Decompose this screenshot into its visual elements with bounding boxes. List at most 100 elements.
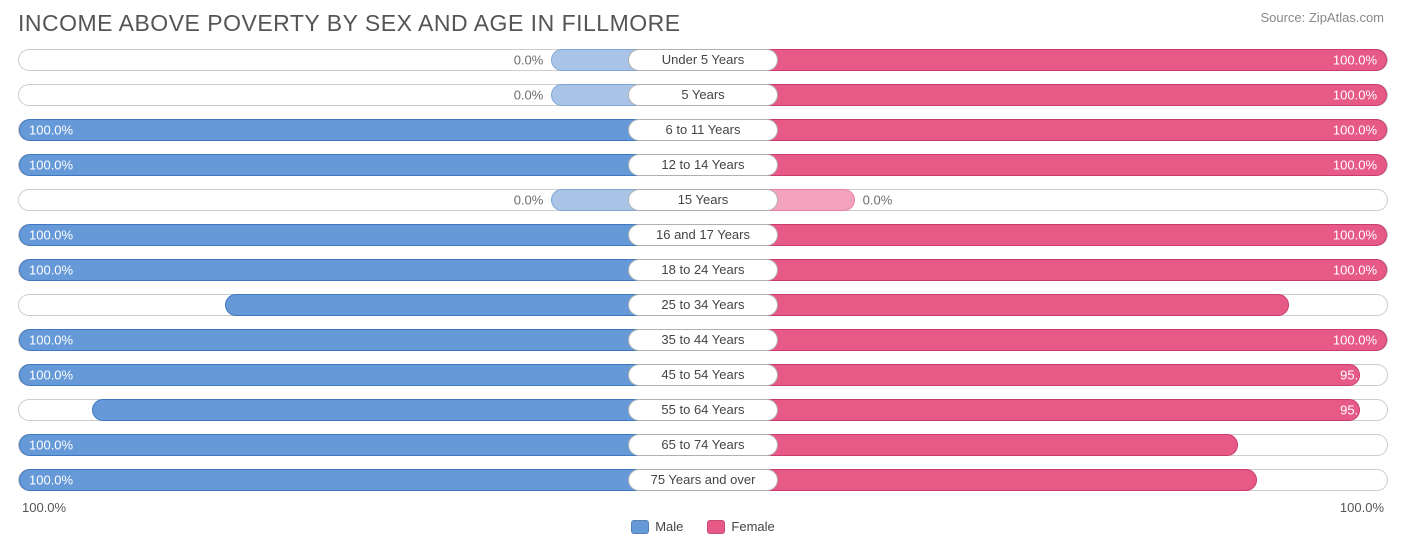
male-value: 100.0% — [29, 227, 73, 242]
female-bar — [768, 224, 1387, 246]
male-track: 66.7% — [18, 294, 638, 316]
male-bar — [225, 294, 638, 316]
age-label: 5 Years — [628, 84, 778, 106]
age-label: 25 to 34 Years — [628, 294, 778, 316]
female-value: 100.0% — [1333, 87, 1377, 102]
age-label: 18 to 24 Years — [628, 259, 778, 281]
age-label: 75 Years and over — [628, 469, 778, 491]
age-label: 6 to 11 Years — [628, 119, 778, 141]
chart-title: INCOME ABOVE POVERTY BY SEX AND AGE IN F… — [18, 10, 1388, 37]
source-text: Source: ZipAtlas.com — [1260, 10, 1384, 25]
table-row: 100.0% 12 to 14 Years 100.0% — [18, 150, 1388, 179]
axis-left-label: 100.0% — [22, 500, 66, 515]
male-track: 100.0% — [18, 154, 638, 176]
diverging-bar-chart: 0.0% Under 5 Years 100.0% 0.0% 5 Years 100.0%… — [18, 45, 1388, 494]
male-bar — [19, 259, 638, 281]
female-swatch — [707, 520, 725, 534]
age-label: 35 to 44 Years — [628, 329, 778, 351]
female-value: 100.0% — [1333, 227, 1377, 242]
table-row: 0.0% 15 Years 0.0% — [18, 185, 1388, 214]
male-bar — [19, 434, 638, 456]
female-track: 100.0% — [768, 259, 1388, 281]
female-track: 100.0% — [768, 49, 1388, 71]
female-bar — [768, 259, 1387, 281]
male-track: 100.0% — [18, 119, 638, 141]
female-track: 79.0% — [768, 469, 1388, 491]
male-value: 100.0% — [29, 262, 73, 277]
age-label: 65 to 74 Years — [628, 434, 778, 456]
female-bar — [768, 119, 1387, 141]
female-bar — [768, 84, 1387, 106]
male-bar — [19, 469, 638, 491]
female-value: 100.0% — [1333, 52, 1377, 67]
female-track: 95.7% — [768, 364, 1388, 386]
male-value: 88.2% — [29, 402, 66, 417]
age-label: 45 to 54 Years — [628, 364, 778, 386]
male-value: 100.0% — [29, 157, 73, 172]
male-bar — [19, 154, 638, 176]
male-value: 100.0% — [29, 367, 73, 382]
female-value: 100.0% — [1333, 157, 1377, 172]
male-value: 0.0% — [514, 52, 544, 67]
female-bar — [768, 294, 1289, 316]
age-label: 12 to 14 Years — [628, 154, 778, 176]
female-track: 100.0% — [768, 154, 1388, 176]
female-bar — [768, 399, 1360, 421]
age-label: 16 and 17 Years — [628, 224, 778, 246]
male-track: 100.0% — [18, 259, 638, 281]
female-bar — [768, 434, 1238, 456]
male-value: 0.0% — [514, 192, 544, 207]
female-value: 100.0% — [1333, 262, 1377, 277]
female-track: 100.0% — [768, 119, 1388, 141]
male-swatch — [631, 520, 649, 534]
female-track: 100.0% — [768, 329, 1388, 351]
female-bar — [768, 189, 855, 211]
male-track: 100.0% — [18, 469, 638, 491]
legend-item-female: Female — [707, 519, 774, 534]
male-track: 100.0% — [18, 329, 638, 351]
male-value: 0.0% — [514, 87, 544, 102]
table-row: 100.0% 16 and 17 Years 100.0% — [18, 220, 1388, 249]
female-track: 76.0% — [768, 434, 1388, 456]
female-bar — [768, 49, 1387, 71]
female-value: 95.7% — [1340, 402, 1377, 417]
age-label: Under 5 Years — [628, 49, 778, 71]
male-bar — [551, 189, 638, 211]
male-bar — [92, 399, 638, 421]
table-row: 100.0%6 to 11 Years100.0% — [18, 115, 1388, 144]
table-row: 0.0% Under 5 Years 100.0% — [18, 45, 1388, 74]
male-value: 100.0% — [29, 122, 73, 137]
female-value: 76.0% — [1340, 437, 1377, 452]
male-track: 0.0% — [18, 49, 638, 71]
legend: Male Female — [18, 519, 1388, 534]
table-row: 100.0%65 to 74 Years 76.0% — [18, 430, 1388, 459]
female-value: 0.0% — [863, 192, 893, 207]
male-track: 100.0% — [18, 434, 638, 456]
axis-right-label: 100.0% — [1340, 500, 1384, 515]
female-value: 79.0% — [1340, 472, 1377, 487]
male-track: 88.2% — [18, 399, 638, 421]
table-row: 100.0% 18 to 24 Years 100.0% — [18, 255, 1388, 284]
male-bar — [19, 119, 638, 141]
female-value: 100.0% — [1333, 332, 1377, 347]
female-track: 100.0% — [768, 224, 1388, 246]
age-label: 15 Years — [628, 189, 778, 211]
female-track: 95.7% — [768, 399, 1388, 421]
female-bar — [768, 364, 1360, 386]
male-value: 100.0% — [29, 332, 73, 347]
table-row: 66.7%25 to 34 Years84.2% — [18, 290, 1388, 319]
female-track: 0.0% — [768, 189, 1388, 211]
female-bar — [768, 329, 1387, 351]
male-track: 0.0% — [18, 84, 638, 106]
legend-item-male: Male — [631, 519, 683, 534]
male-track: 100.0% — [18, 224, 638, 246]
table-row: 0.0% 5 Years 100.0% — [18, 80, 1388, 109]
male-track: 0.0% — [18, 189, 638, 211]
male-bar — [19, 364, 638, 386]
male-bar — [551, 84, 638, 106]
male-value: 66.7% — [29, 297, 66, 312]
male-bar — [551, 49, 638, 71]
male-value: 100.0% — [29, 472, 73, 487]
table-row: 88.2%55 to 64 Years95.7% — [18, 395, 1388, 424]
table-row: 100.0% 75 Years and over 79.0% — [18, 465, 1388, 494]
